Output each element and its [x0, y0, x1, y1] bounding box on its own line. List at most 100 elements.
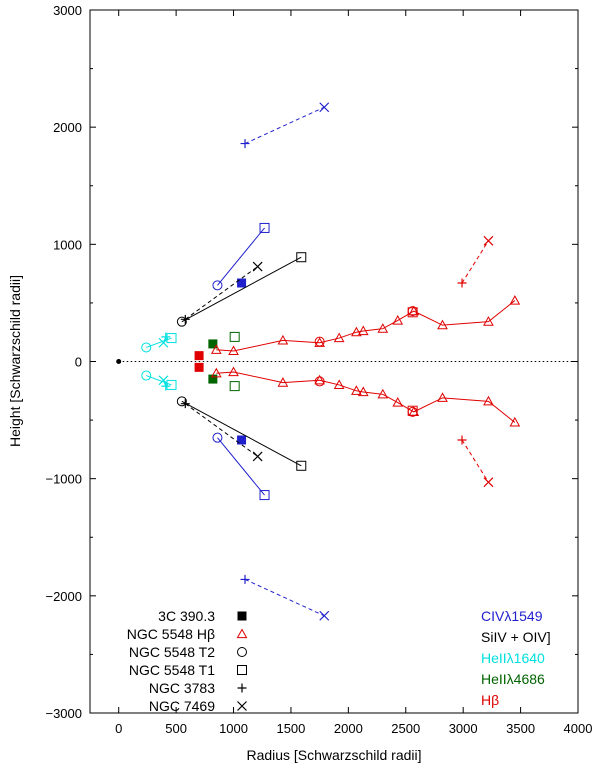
y-tick-label: −2000 [45, 589, 82, 604]
series-group [176, 252, 307, 327]
legend-label: NGC 5548 T1 [129, 662, 215, 678]
data-point [237, 278, 247, 288]
series-group [158, 375, 171, 391]
series-group [457, 235, 494, 288]
legend-label: NGC 3783 [149, 680, 215, 696]
data-point [377, 388, 389, 399]
legend-color-label: SiIV + OIV] [481, 629, 551, 645]
series-group [237, 278, 247, 445]
data-point [509, 295, 521, 305]
data-point [237, 435, 247, 445]
data-point [296, 460, 307, 471]
zero-line [116, 359, 578, 364]
series-line [461, 439, 489, 483]
data-point [259, 222, 270, 233]
legend-label: NGC 5548 Hβ [127, 626, 215, 642]
data-point [229, 381, 240, 392]
data-point [377, 323, 389, 333]
x-tick-label: 2000 [334, 721, 363, 736]
data-point [319, 610, 330, 621]
legend-marker [237, 611, 247, 621]
legend-marker [237, 683, 247, 693]
legend-label: NGC 7469 [149, 698, 215, 714]
series-line [181, 256, 302, 323]
data-point [240, 139, 250, 149]
data-point [166, 379, 177, 390]
y-tick-label: 2000 [53, 120, 82, 135]
data-point [296, 252, 307, 263]
data-point [158, 337, 169, 348]
x-tick-label: 3500 [506, 721, 535, 736]
data-point [483, 235, 494, 246]
axis-ticks: 0 500 1000 1500 2000 2500 3000 3500 4000 3000 2000… [45, 3, 592, 736]
data-point [229, 331, 240, 342]
series-group [212, 222, 270, 291]
data-point [176, 316, 187, 327]
series-layer [141, 102, 521, 621]
series-line [181, 400, 302, 467]
legend: 3C 390.3 NGC 5548 Hβ NGC 5548 T2 NGC 5548 T… [127, 608, 551, 714]
series-group [240, 102, 330, 149]
series-line [185, 403, 258, 457]
data-point [314, 374, 325, 385]
data-point [437, 392, 448, 402]
data-point [166, 333, 177, 344]
data-point [483, 477, 494, 488]
legend-marker [237, 665, 247, 675]
legend-marker [236, 628, 248, 639]
series-group [457, 435, 494, 488]
data-point [176, 396, 187, 407]
series-line [217, 227, 265, 286]
series-group [141, 370, 177, 390]
series-line [216, 371, 516, 423]
data-point [408, 305, 420, 316]
data-point [392, 314, 404, 325]
legend-label: 3C 390.3 [158, 608, 215, 624]
series-group [141, 333, 177, 353]
data-point [194, 351, 204, 361]
series-group [240, 574, 330, 621]
data-point [407, 405, 418, 416]
legend-color-label: HeIIλ1640 [481, 650, 545, 666]
series-group [180, 261, 263, 324]
data-point [141, 370, 152, 381]
data-point [228, 366, 239, 377]
x-tick-label: 4000 [564, 721, 593, 736]
x-tick-label: 1000 [219, 721, 248, 736]
legend-marker [237, 647, 247, 657]
series-group [158, 332, 171, 348]
data-point [333, 332, 345, 343]
data-point [357, 325, 369, 336]
data-point [158, 375, 169, 386]
legend-color-label: HeIIλ4686 [481, 671, 545, 687]
series-group [194, 351, 204, 372]
data-point [228, 345, 239, 356]
data-point [314, 336, 325, 347]
x-tick-label: 500 [165, 721, 187, 736]
data-point [509, 416, 521, 427]
data-point [314, 376, 325, 387]
y-tick-label: 3000 [53, 3, 82, 18]
series-line [244, 106, 325, 145]
series-line [244, 578, 325, 617]
series-group [212, 432, 270, 501]
data-point [319, 102, 330, 113]
series-line [185, 266, 258, 320]
origin-point [116, 359, 122, 364]
data-point [208, 339, 218, 349]
data-point [194, 362, 204, 372]
y-tick-label: −3000 [45, 706, 82, 721]
series-group [176, 396, 307, 471]
series-group [180, 399, 263, 462]
data-point [457, 278, 467, 288]
data-point [240, 574, 250, 584]
data-point [180, 399, 190, 409]
data-point [357, 386, 369, 397]
data-point [252, 451, 263, 462]
legend-marker [237, 701, 247, 711]
y-axis-title: Height [Schwarzschild radii] [7, 275, 23, 447]
y-tick-label: 1000 [53, 237, 82, 252]
legend-color-label: CIVλ1549 [481, 608, 543, 624]
x-tick-label: 0 [115, 721, 122, 736]
data-point [483, 395, 494, 406]
